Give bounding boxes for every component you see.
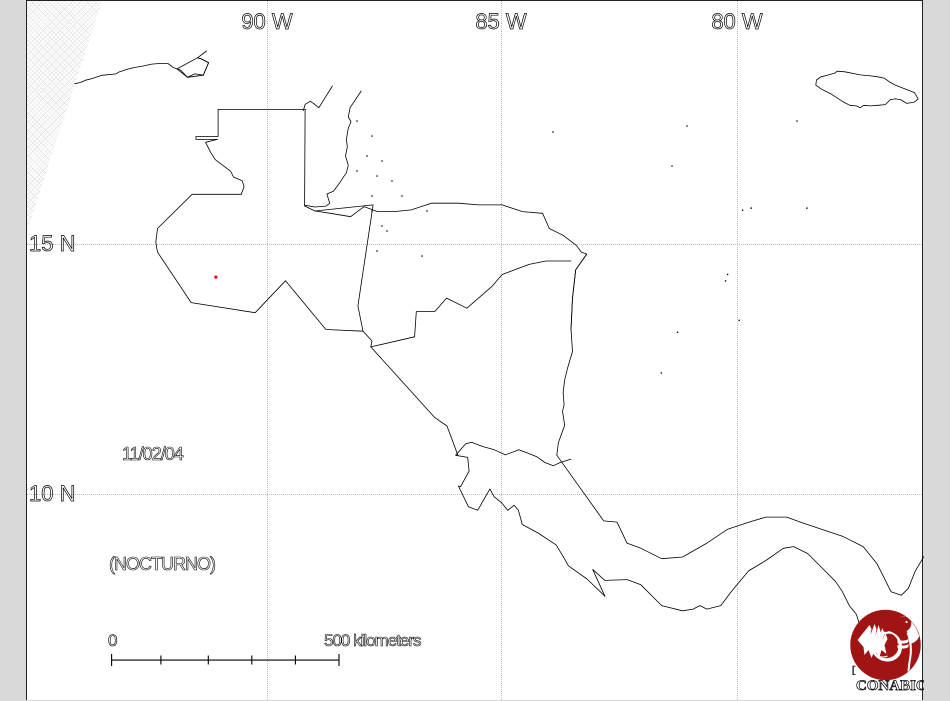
svg-text:[: [: [852, 664, 856, 676]
svg-text:CONABIO: CONABIO: [856, 678, 924, 694]
